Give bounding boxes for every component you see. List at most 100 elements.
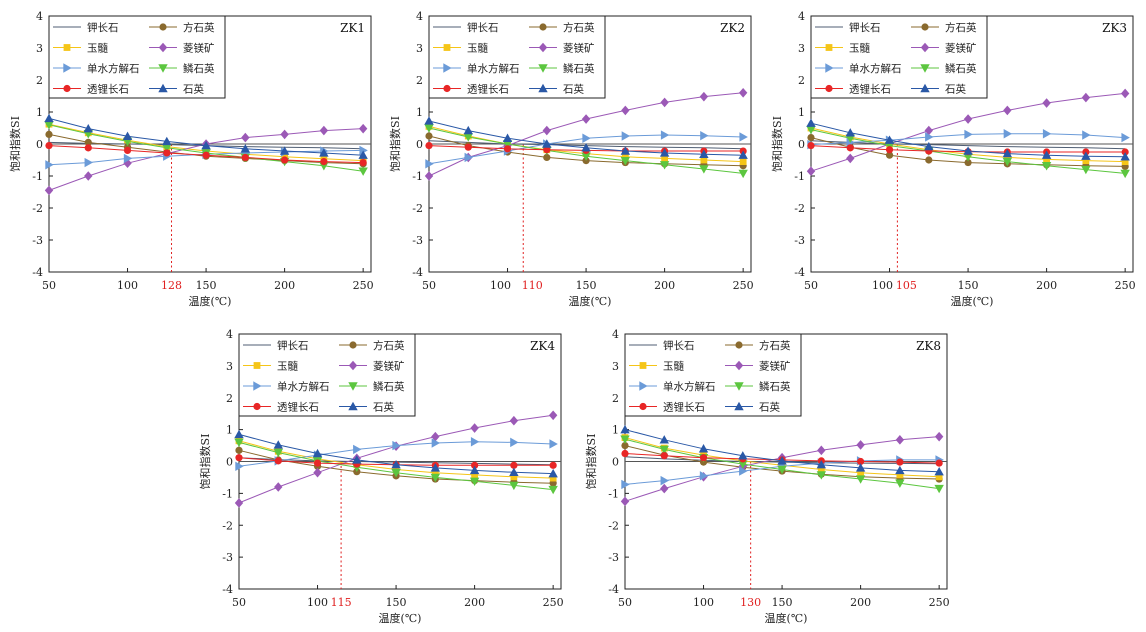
series-anl [807, 129, 1130, 150]
data-point [424, 171, 434, 181]
x-axis-label: 温度(℃) [189, 294, 232, 308]
data-point [621, 479, 630, 490]
legend-frame [238, 333, 416, 417]
data-point [582, 133, 591, 143]
data-point [856, 440, 865, 450]
data-point [895, 465, 905, 475]
y-tick-label: 2 [798, 74, 805, 87]
data-point [846, 153, 855, 164]
legend-swatch-marker [443, 63, 452, 73]
data-point [924, 125, 934, 136]
legend-label: 单水方解石 [663, 380, 716, 393]
data-point [817, 466, 825, 473]
legend-label: 菱镁矿 [945, 42, 977, 55]
legend-item-chal: 玉髓 [629, 360, 684, 373]
y-tick-label: 0 [416, 138, 423, 151]
legend-item-chal: 玉髓 [53, 42, 108, 55]
data-point [738, 451, 748, 460]
legend-label: 石英 [373, 401, 394, 414]
legend-swatch-marker [63, 44, 71, 51]
legend-item-pet: 透锂长石 [53, 83, 129, 96]
data-point [312, 448, 323, 458]
legend-label: 菱镁矿 [373, 360, 405, 373]
legend-label: 透锂长石 [849, 83, 891, 96]
data-point [934, 484, 944, 494]
data-point [884, 141, 895, 151]
series-qtz [806, 118, 1130, 161]
data-point [84, 171, 93, 181]
legend-label: 透锂长石 [467, 83, 509, 96]
data-point [855, 475, 866, 484]
data-point [549, 474, 557, 482]
data-point [510, 437, 519, 448]
legend-item-chal: 玉髓 [433, 42, 488, 55]
y-tick-label: 2 [612, 392, 619, 405]
data-point [806, 118, 816, 127]
data-point [885, 151, 894, 159]
x-tick-label: 100 [490, 279, 511, 292]
legend-item-qtz: 石英 [149, 83, 204, 96]
legend-swatch-marker [158, 64, 168, 73]
data-point [509, 481, 519, 491]
data-point [162, 136, 172, 146]
x-tick-label: 100 [872, 279, 893, 292]
legend-label: 钾长石 [277, 339, 309, 352]
data-point [1082, 157, 1090, 165]
data-point [273, 448, 283, 458]
data-point [1041, 162, 1052, 171]
legend-item-cri: 方石英 [339, 339, 405, 352]
legend-item-trid: 鳞石英 [725, 380, 791, 393]
data-point [738, 150, 748, 159]
data-point [358, 167, 368, 176]
legend-label: 单水方解石 [467, 62, 520, 75]
legend-item-cri: 方石英 [725, 339, 791, 352]
legend-label: 菱镁矿 [183, 42, 215, 55]
legend-swatch-marker [639, 362, 647, 369]
data-point [1041, 150, 1052, 159]
data-point [44, 121, 54, 130]
legend-item-kfs: 钾长石 [815, 21, 881, 34]
data-point [320, 158, 328, 166]
legend-item-pet: 透锂长石 [815, 83, 891, 96]
y-tick-label: 3 [226, 360, 233, 373]
data-point [431, 438, 441, 448]
data-point [469, 477, 480, 486]
legend-swatch-marker [639, 402, 647, 411]
legend-swatch-marker [158, 83, 168, 93]
legend-item-qtz: 石英 [339, 401, 394, 414]
legend-item-qtz: 石英 [911, 83, 966, 96]
y-tick-label: 1 [226, 424, 233, 437]
data-point [896, 471, 904, 479]
data-point [1042, 98, 1051, 108]
data-point [924, 141, 934, 151]
data-point [274, 457, 282, 465]
legend-item-qtz: 石英 [725, 401, 780, 414]
chart-title: ZK1 [340, 21, 365, 35]
series-line [238, 414, 554, 504]
y-tick-label: -2 [32, 202, 43, 215]
series-qtz [44, 113, 368, 159]
data-point [661, 155, 669, 162]
y-tick-label: -4 [608, 583, 619, 596]
data-point [846, 144, 854, 152]
y-tick-label: 0 [226, 456, 233, 469]
data-point [963, 114, 973, 124]
legend-label: 透锂长石 [663, 401, 705, 414]
data-point [659, 148, 670, 157]
legend-swatch-marker [734, 360, 744, 371]
data-point [123, 153, 133, 164]
data-point [621, 105, 630, 116]
x-axis-label: 温度(℃) [765, 611, 808, 625]
y-tick-label: -1 [608, 487, 619, 500]
data-point [1002, 148, 1013, 158]
data-point [163, 149, 171, 157]
data-point [201, 140, 211, 150]
data-point [1121, 158, 1129, 165]
data-point [660, 483, 669, 494]
x-tick-label: 100 [117, 279, 138, 292]
legend-item-mgs: 菱镁矿 [339, 360, 405, 373]
legend-item-cri: 方石英 [529, 21, 595, 34]
data-point [542, 139, 552, 148]
legend-label: 鳞石英 [373, 380, 405, 393]
